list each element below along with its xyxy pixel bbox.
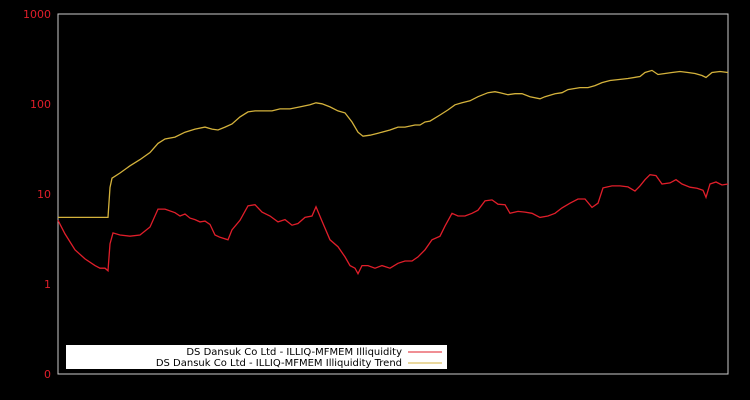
plot-area: [57, 13, 729, 375]
y-tick-label: 1: [44, 278, 51, 291]
y-tick-label: 10: [37, 188, 51, 201]
illiquidity-line: [57, 174, 729, 276]
legend-label-trend: DS Dansuk Co Ltd - ILLIQ-MFMEM Illiquidi…: [156, 358, 402, 369]
legend-box: [66, 345, 447, 369]
y-tick-label: 100: [30, 98, 51, 111]
y-tick-label: 0: [44, 368, 51, 381]
illiquidity-trend-line: [58, 69, 729, 219]
legend: DS Dansuk Co Ltd - ILLIQ-MFMEM Illiquidi…: [66, 345, 447, 369]
legend-label-illiquidity: DS Dansuk Co Ltd - ILLIQ-MFMEM Illiquidi…: [186, 347, 402, 358]
y-tick-label: 1000: [23, 8, 51, 21]
